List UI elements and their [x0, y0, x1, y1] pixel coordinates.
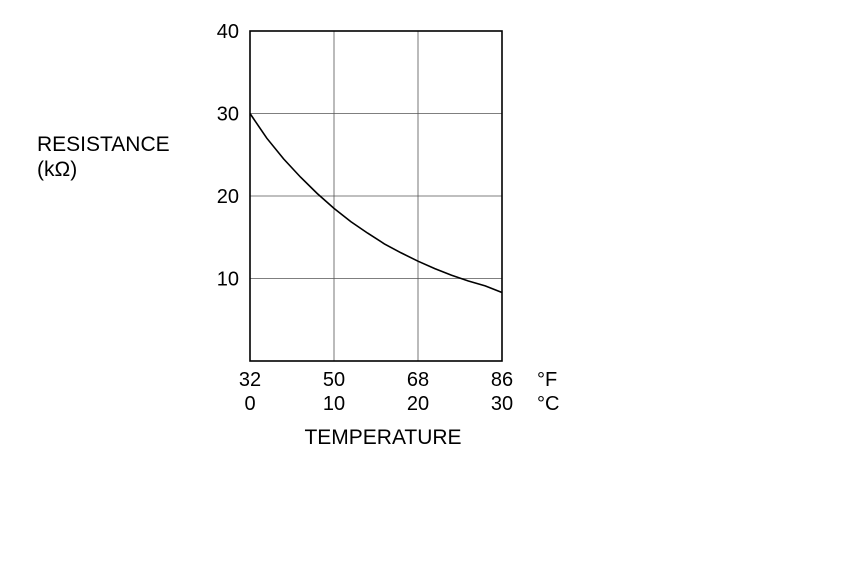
x-tick-label-celsius: 30 — [491, 393, 513, 415]
y-tick-label: 30 — [217, 104, 239, 126]
x-tick-label-celsius: 10 — [323, 393, 345, 415]
x-tick-label-fahrenheit: 86 — [491, 369, 513, 391]
y-axis-label-line1: RESISTANCE — [37, 133, 170, 156]
y-tick-label: 20 — [217, 186, 239, 208]
y-axis-label-line2: (kΩ) — [37, 158, 77, 181]
x-tick-label-fahrenheit: 50 — [323, 369, 345, 391]
x-unit-celsius: °C — [537, 393, 559, 415]
plot-frame — [249, 30, 503, 362]
y-tick-labels: 10 20 30 40 — [217, 21, 239, 291]
y-tick-label: 40 — [217, 21, 239, 43]
x-axis-label: TEMPERATURE — [304, 426, 461, 449]
y-tick-label: 10 — [217, 269, 239, 291]
x-tick-label-celsius: 20 — [407, 393, 429, 415]
resistance-curve — [249, 113, 503, 294]
grid — [250, 31, 502, 361]
x-tick-label-fahrenheit: 68 — [407, 369, 429, 391]
x-tick-label-fahrenheit: 32 — [239, 369, 261, 391]
x-unit-fahrenheit: °F — [537, 369, 557, 391]
x-tick-label-celsius: 0 — [244, 393, 255, 415]
